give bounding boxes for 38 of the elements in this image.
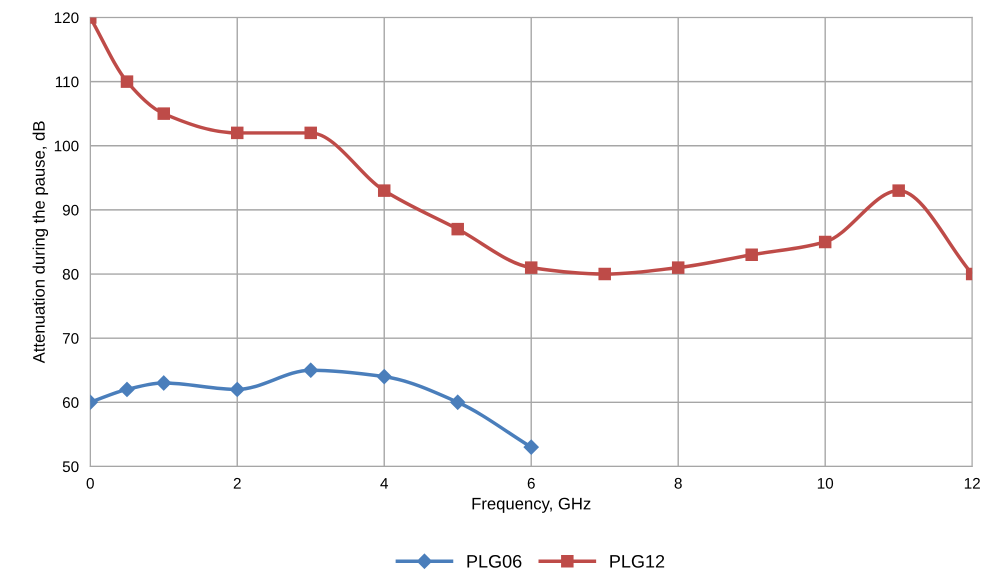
legend-label: PLG12 — [610, 554, 664, 568]
point — [304, 126, 317, 140]
point — [450, 394, 466, 410]
point — [378, 184, 390, 197]
y-tick-label: 60 — [62, 397, 79, 408]
point — [451, 222, 464, 236]
point — [818, 236, 832, 248]
legend-label: PLG06 — [467, 554, 522, 568]
point — [376, 369, 392, 384]
x-tick-label: 10 — [818, 478, 834, 489]
point — [598, 268, 611, 280]
point — [230, 126, 244, 140]
y-axis-title: Attenuation during the pause, dB — [32, 121, 48, 364]
y-tick-label: 70 — [62, 333, 79, 344]
point — [524, 261, 538, 274]
point — [745, 248, 758, 262]
x-tick-label: 2 — [234, 478, 241, 489]
point — [672, 261, 684, 274]
y-tick-label: 90 — [62, 204, 79, 216]
x-tick-label: 0 — [86, 478, 94, 489]
point — [524, 440, 539, 455]
point — [892, 184, 905, 197]
x-axis-title: Frequency, GHz — [472, 498, 590, 513]
point — [157, 107, 170, 120]
y-tick-label: 80 — [62, 268, 79, 280]
y-tick-label: 100 — [54, 140, 79, 152]
point — [230, 382, 245, 398]
x-tick-label: 4 — [380, 478, 388, 489]
y-tick-label: 50 — [62, 461, 79, 472]
y-tick-label: 110 — [56, 76, 79, 88]
y-tick-label: 120 — [54, 12, 79, 24]
x-tick-label: 6 — [528, 478, 535, 489]
point — [120, 75, 134, 88]
x-tick-label: 8 — [674, 478, 682, 489]
x-tick-label: 12 — [964, 478, 980, 489]
point — [303, 362, 318, 378]
point — [156, 375, 172, 391]
point — [119, 382, 135, 398]
